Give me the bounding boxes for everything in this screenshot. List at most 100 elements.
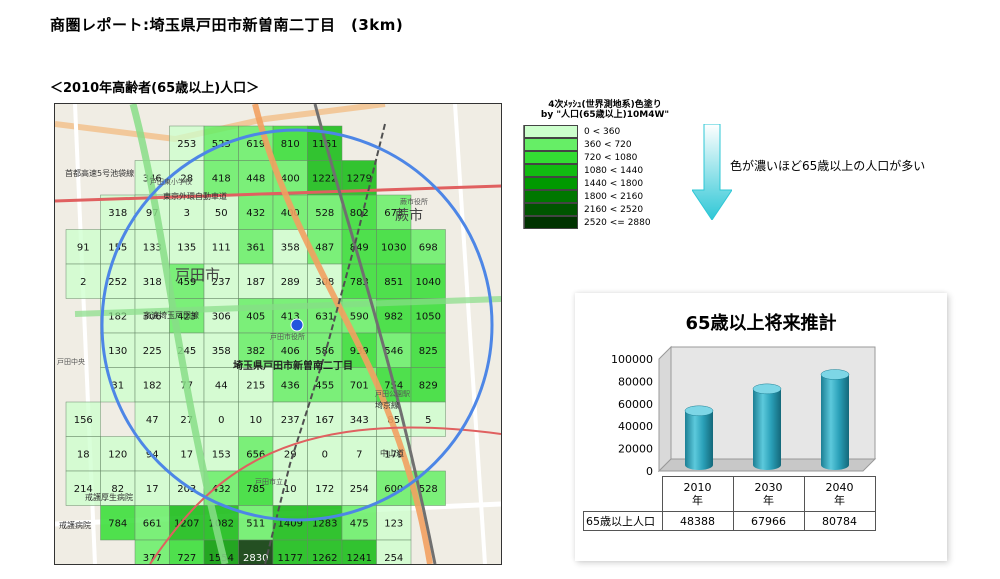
mesh-cell — [65, 229, 101, 265]
mesh-cell — [307, 505, 343, 541]
mesh-cell — [203, 125, 239, 161]
mesh-cell-value: 5 — [425, 415, 431, 426]
mesh-cell — [307, 194, 343, 230]
mesh-cell — [376, 505, 412, 541]
mesh-cell-value: 631 — [315, 311, 334, 322]
legend-item: 1440 < 1800 — [524, 177, 687, 190]
mesh-cell — [307, 401, 343, 437]
table-value-cell: 48388 — [661, 511, 734, 531]
legend-item: 360 < 720 — [524, 138, 687, 151]
mesh-cell — [341, 539, 377, 564]
chart-y-tick-label: 0 — [646, 465, 653, 478]
mesh-cell-value: 358 — [281, 242, 300, 253]
mesh-cell-value: 1207 — [174, 518, 199, 529]
legend-label: 0 < 360 — [584, 126, 621, 137]
map-hospital-label-0: 戒護厚生病院 — [85, 492, 133, 502]
map-road-label-0: 東京外環自動車道 — [163, 191, 227, 201]
map-place-label-3: 蕨市役所 — [400, 197, 428, 206]
legend-item: 1800 < 2160 — [524, 190, 687, 203]
table-corner-cell — [583, 476, 663, 512]
mesh-cell-value: 1241 — [347, 553, 372, 564]
mesh-cell-value: 91 — [77, 242, 90, 253]
legend-label: 1440 < 1800 — [584, 178, 644, 189]
mesh-cell — [169, 505, 205, 541]
mesh-cell — [272, 367, 308, 403]
mesh-cell-value: 167 — [315, 415, 334, 426]
mesh-cell-value: 306 — [143, 311, 162, 322]
mesh-cell-value: 448 — [246, 173, 265, 184]
mesh-cell-value: 237 — [281, 415, 300, 426]
mesh-cell-value: 133 — [143, 242, 162, 253]
mesh-cell-value: 656 — [246, 449, 265, 460]
legend-item: 2160 < 2520 — [524, 203, 687, 216]
mesh-cell-value: 849 — [350, 242, 369, 253]
mesh-cell-value: 254 — [350, 484, 369, 495]
mesh-cell-value: 400 — [281, 208, 300, 219]
legend-label: 1800 < 2160 — [584, 191, 644, 202]
mesh-cell-value: 3 — [184, 208, 190, 219]
mesh-cell — [169, 160, 205, 196]
mesh-cell-value: 406 — [281, 346, 300, 357]
mesh-cell — [307, 332, 343, 368]
table-year-header: 2010 年 — [661, 476, 734, 512]
mesh-cell-value: 1279 — [347, 173, 372, 184]
mesh-cell-value: 1040 — [416, 277, 441, 288]
mesh-cell-value: 1177 — [278, 553, 303, 564]
map-place-label-5: 戸田市立 — [255, 477, 283, 486]
table-year-number: 2010 — [683, 481, 712, 494]
mesh-cell — [238, 367, 274, 403]
mesh-cell-value: 111 — [212, 242, 231, 253]
map-road-label-3: 中山道 — [380, 448, 404, 458]
legend-item: 720 < 1080 — [524, 151, 687, 164]
mesh-cell-value: 1050 — [416, 311, 441, 322]
mesh-cell-value: 851 — [384, 277, 403, 288]
mesh-cell-value: 225 — [143, 346, 162, 357]
mesh-cell-value: 18 — [77, 449, 90, 460]
mesh-cell-value: 358 — [212, 346, 231, 357]
table-year-suffix: 年 — [692, 494, 703, 507]
mesh-cell — [134, 470, 170, 506]
mesh-cell — [169, 194, 205, 230]
mesh-cell — [410, 229, 446, 265]
map-hospital-label-1: 戒護病院 — [59, 520, 91, 530]
mesh-cell-value: 405 — [246, 311, 265, 322]
mesh-cell — [169, 263, 205, 299]
mesh-cell — [341, 436, 377, 472]
mesh-cell-value: 172 — [315, 484, 334, 495]
mesh-cell-value: 673 — [384, 208, 403, 219]
mesh-cell-value: 785 — [246, 484, 265, 495]
table-year-header: 2030 年 — [732, 476, 805, 512]
mesh-cell-value: 50 — [215, 208, 228, 219]
chart-bar-cap — [684, 405, 714, 417]
mesh-cell — [238, 160, 274, 196]
mesh-cell-value: 252 — [108, 277, 127, 288]
mesh-cell — [376, 539, 412, 564]
mesh-cell-value: 343 — [350, 415, 369, 426]
mesh-cell-value: 31 — [111, 380, 124, 391]
mesh-cell-value: 153 — [212, 449, 231, 460]
mesh-cell-value: 810 — [281, 139, 300, 150]
mesh-cell — [410, 332, 446, 368]
mesh-cell-value: 661 — [143, 518, 162, 529]
chart-y-tick-label: 20000 — [618, 443, 653, 456]
legend-swatch — [524, 164, 578, 177]
mesh-cell — [341, 470, 377, 506]
map-legend: 4次ﾒｯｼｭ(世界測地系)色塗り by "人口(65歳以上)10M4W" 0 <… — [523, 100, 687, 235]
mesh-cell-value: 0 — [322, 449, 328, 460]
mesh-cell-value: 727 — [177, 553, 196, 564]
mesh-cell-value: 413 — [281, 311, 300, 322]
chart-y-ticks: 100000 80000 60000 40000 20000 0 — [611, 353, 653, 478]
chart-bar — [821, 374, 849, 470]
mesh-cell-value: 237 — [212, 277, 231, 288]
mesh-cell-value: 783 — [350, 277, 369, 288]
arrow-down-icon — [692, 124, 732, 220]
mesh-cell-value: 802 — [350, 208, 369, 219]
mesh-cell — [65, 401, 101, 437]
legend-label: 1080 < 1440 — [584, 165, 644, 176]
population-mesh-map[interactable]: 253 523 619 810 1161 346 28 418 448 400 1222 1279 31… — [54, 103, 502, 565]
legend-swatch — [524, 177, 578, 190]
map-overlay — [55, 104, 501, 564]
forecast-data-table: 2010 年 2030 年 2040 年 65歳以上人口 48388 67966 80… — [583, 476, 876, 531]
mesh-cell-value: 123 — [384, 518, 403, 529]
